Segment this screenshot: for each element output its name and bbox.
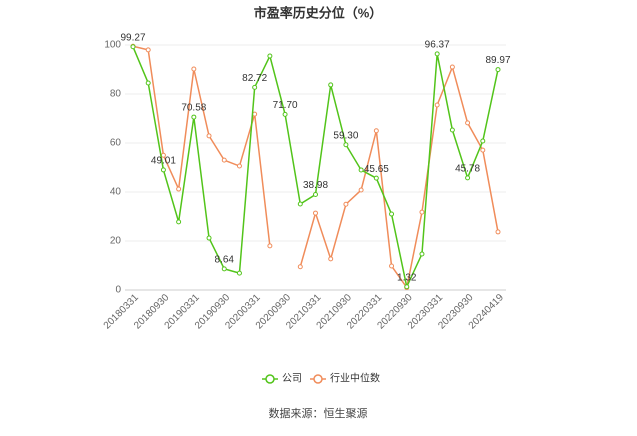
point: [419, 251, 425, 257]
point: [297, 264, 303, 270]
data-label: 45.65: [364, 164, 389, 175]
point: [145, 47, 151, 53]
point: [343, 201, 349, 207]
point: [434, 102, 440, 108]
y-tick-label: 100: [104, 40, 121, 51]
point: [206, 133, 212, 139]
point: [191, 66, 197, 72]
data-label: 8.64: [215, 254, 235, 265]
point: [465, 120, 471, 126]
point: [297, 201, 303, 207]
chart-title: 市盈率历史分位（%）: [254, 5, 383, 20]
point: [130, 44, 136, 50]
legend-label: 行业中位数: [330, 372, 380, 385]
point: [191, 114, 197, 120]
point: [389, 263, 395, 269]
point: [495, 229, 501, 235]
series-line: [132, 46, 499, 290]
point: [221, 157, 227, 163]
data-label: 1.32: [397, 272, 417, 283]
y-tick-label: 80: [110, 89, 122, 100]
point: [206, 235, 212, 241]
point: [267, 53, 273, 59]
data-label: 99.27: [120, 32, 145, 43]
data-label: 89.97: [485, 55, 510, 66]
point: [267, 243, 273, 249]
data-label: 38.98: [303, 180, 328, 191]
y-tick-label: 0: [115, 285, 121, 296]
series-line: [132, 45, 499, 290]
point: [145, 80, 151, 86]
data-label: 82.72: [242, 73, 267, 84]
point: [465, 175, 471, 181]
y-tick-label: 40: [110, 187, 122, 198]
data-label: 45.78: [455, 163, 480, 174]
data-label: 59.30: [333, 130, 358, 141]
point: [495, 67, 501, 73]
point: [373, 175, 379, 181]
point: [373, 128, 379, 134]
point: [236, 270, 242, 276]
data-label: 71.70: [273, 100, 298, 111]
data-label: 70.58: [181, 103, 206, 114]
data-label: 96.37: [425, 40, 450, 51]
point: [358, 187, 364, 193]
legend-label: 公司: [282, 374, 302, 385]
point: [358, 167, 364, 173]
point: [404, 284, 410, 290]
point: [313, 191, 318, 197]
point: [434, 51, 440, 57]
point: [313, 210, 318, 216]
y-tick-label: 60: [110, 138, 122, 149]
point: [328, 256, 334, 262]
point: [389, 211, 395, 217]
point: [236, 163, 242, 169]
point: [343, 142, 349, 148]
source: 数据来源：恒生聚源: [269, 406, 368, 420]
legend-marker: [265, 374, 275, 384]
point: [419, 209, 425, 215]
point: [176, 219, 182, 225]
y-tick-label: 20: [110, 236, 122, 247]
point: [480, 138, 486, 144]
point: [449, 64, 455, 70]
data-label: 49.01: [151, 156, 176, 167]
point: [160, 167, 166, 173]
point: [449, 127, 455, 133]
point: [252, 84, 258, 90]
point: [176, 186, 182, 192]
point: [282, 111, 288, 117]
legend-marker: [313, 374, 323, 384]
point: [480, 147, 486, 153]
point: [221, 266, 227, 272]
point: [328, 82, 334, 88]
